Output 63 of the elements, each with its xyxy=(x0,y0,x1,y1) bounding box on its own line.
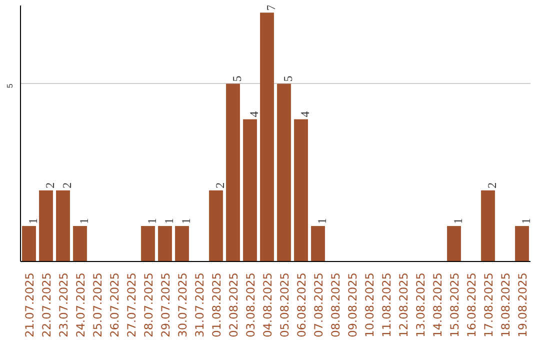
x-tick-label: 11.08.2025 xyxy=(380,272,394,338)
x-tick-label: 13.08.2025 xyxy=(414,272,428,338)
bar xyxy=(56,190,70,262)
data-label: 1 xyxy=(26,218,40,224)
x-tick-label: 15.08.2025 xyxy=(448,272,462,338)
x-tick-label: 23.07.2025 xyxy=(56,272,70,338)
bar xyxy=(243,119,257,262)
data-label: 2 xyxy=(43,182,57,188)
bar xyxy=(158,226,172,262)
data-label: 4 xyxy=(298,111,312,118)
x-tick-label: 01.08.2025 xyxy=(210,272,224,338)
data-label: 2 xyxy=(60,182,74,188)
bar xyxy=(39,190,53,262)
x-tick-label: 24.07.2025 xyxy=(74,272,88,338)
x-tick-label: 29.07.2025 xyxy=(158,272,172,338)
data-label: 1 xyxy=(519,218,533,224)
bar xyxy=(22,226,36,262)
x-tick-label: 09.08.2025 xyxy=(346,272,360,338)
bar xyxy=(481,190,495,262)
bar xyxy=(447,226,461,262)
data-label: 1 xyxy=(77,218,91,224)
x-tick-label: 17.08.2025 xyxy=(482,272,496,338)
x-tick-label: 14.08.2025 xyxy=(430,272,444,338)
bar xyxy=(311,226,325,262)
x-tick-label: 06.08.2025 xyxy=(294,272,308,338)
bar xyxy=(175,226,189,262)
bar xyxy=(209,190,223,262)
data-label: 1 xyxy=(315,218,329,224)
x-tick-label: 08.08.2025 xyxy=(328,272,342,338)
data-label: 5 xyxy=(281,76,295,82)
bar xyxy=(294,119,308,262)
x-tick-label: 16.08.2025 xyxy=(464,272,478,338)
x-tick-label: 30.07.2025 xyxy=(176,272,190,338)
x-tick-label: 12.08.2025 xyxy=(396,272,410,338)
x-tick-label: 10.08.2025 xyxy=(362,272,376,338)
x-tick-label: 07.08.2025 xyxy=(312,272,326,338)
x-tick-label: 03.08.2025 xyxy=(244,272,258,338)
bar xyxy=(226,84,240,262)
x-tick-label: 22.07.2025 xyxy=(40,272,54,338)
bar xyxy=(277,84,291,262)
bar xyxy=(515,226,529,262)
bar xyxy=(260,12,274,262)
data-label: 1 xyxy=(162,218,176,224)
x-tick-label: 05.08.2025 xyxy=(278,272,292,338)
x-tick-label: 26.07.2025 xyxy=(108,272,122,338)
data-label: 1 xyxy=(179,218,193,224)
x-tick-label: 28.07.2025 xyxy=(142,272,156,338)
data-label: 1 xyxy=(451,218,465,224)
x-tick-label: 19.08.2025 xyxy=(516,272,530,338)
x-tick-label: 25.07.2025 xyxy=(90,272,104,338)
bar xyxy=(141,226,155,262)
data-label: 4 xyxy=(247,111,261,118)
x-tick-label: 21.07.2025 xyxy=(22,272,36,338)
data-label: 2 xyxy=(485,182,499,188)
x-tick-label: 27.07.2025 xyxy=(124,272,138,338)
data-label: 5 xyxy=(230,76,244,82)
x-tick-label: 18.08.2025 xyxy=(498,272,512,338)
x-tick-label: 02.08.2025 xyxy=(226,272,240,338)
bar xyxy=(73,226,87,262)
x-tick-label: 31.07.2025 xyxy=(192,272,206,338)
data-label: 1 xyxy=(145,218,159,224)
data-label: 2 xyxy=(213,182,227,188)
x-tick-label: 04.08.2025 xyxy=(260,272,274,338)
